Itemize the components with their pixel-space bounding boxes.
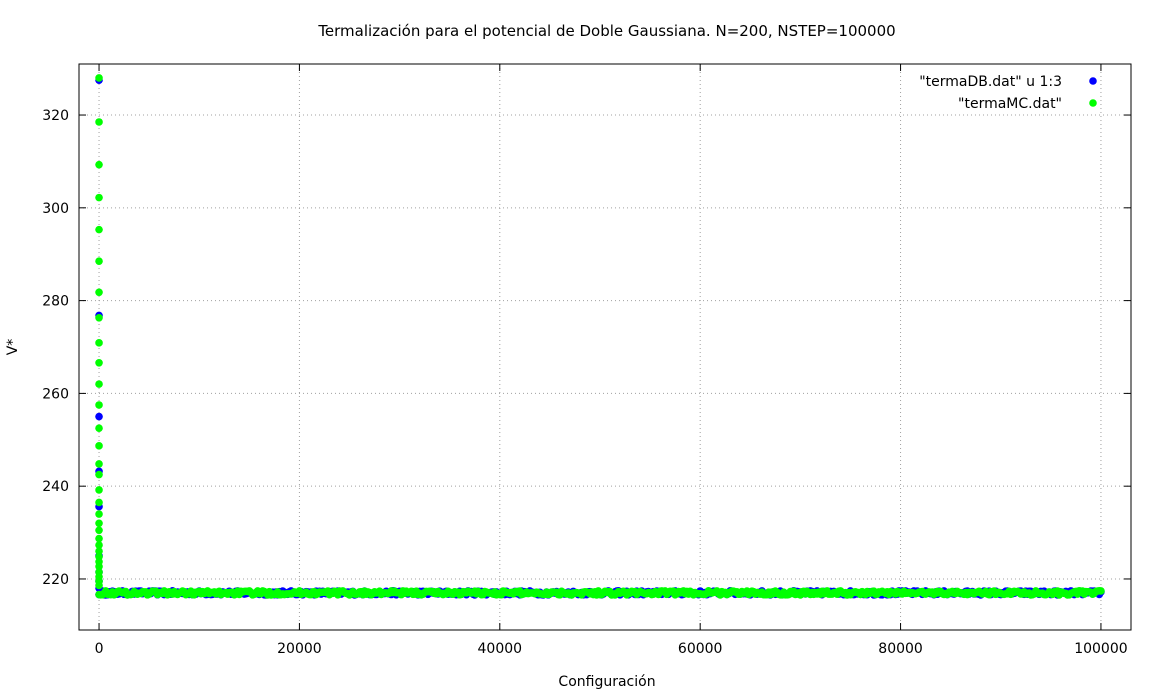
y-tick-label: 320 (42, 108, 69, 124)
termaMC-data-point (95, 424, 103, 432)
x-tick-label: 40000 (478, 641, 523, 657)
termaMC-data-point (95, 498, 103, 507)
termaMC-data-point (95, 288, 103, 297)
x-tick-label: 20000 (277, 641, 322, 657)
legend-label-termaDB: "termaDB.dat" u 1:3 (919, 74, 1062, 90)
termaMC-data-point (95, 470, 103, 479)
grid-lines (79, 64, 1131, 630)
x-tick-label: 60000 (678, 641, 723, 657)
termaMC-data-point (95, 541, 103, 549)
y-tick-label: 220 (42, 572, 69, 588)
termaMC-data-point (95, 339, 103, 347)
y-tick-label: 260 (42, 386, 69, 402)
legend-marker-termaMC (1089, 99, 1097, 107)
termaMC-data-point (95, 486, 103, 494)
termaMC-data-point (95, 547, 103, 555)
termaMC-data-point (95, 160, 103, 169)
termaMC-data-point (95, 510, 103, 518)
y-tick-label: 300 (42, 201, 69, 217)
x-tick-label: 100000 (1074, 641, 1127, 657)
termaMC-data-point (95, 257, 103, 265)
termaMC-data-point (95, 526, 103, 535)
y-tick-label: 280 (42, 294, 69, 310)
termaMC-plateau-point (1097, 587, 1105, 595)
termaMC-data-point (95, 519, 103, 528)
termaDB-data-point (95, 412, 103, 421)
termaMC-data-point (95, 225, 103, 234)
termaMC-data-point (95, 358, 103, 367)
y-tick-label: 240 (42, 479, 69, 495)
termaMC-data-point (95, 562, 103, 571)
legend: "termaDB.dat" u 1:3 "termaMC.dat" (919, 74, 1097, 112)
x-tick-label: 80000 (878, 641, 923, 657)
x-tick-label: 0 (95, 641, 104, 657)
axis-ticks: 0 20000 40000 60000 80000 100000 220 240 260 280 3… (42, 64, 1131, 657)
y-axis-label: V* (5, 339, 21, 356)
termaMC-data-point (95, 442, 103, 450)
termaMC-data-point (95, 534, 103, 543)
termaMC-data-point (95, 380, 103, 388)
termaMC-data-point (95, 401, 103, 409)
termaMC-data-point (95, 193, 103, 202)
plot-frame (78, 63, 1132, 631)
x-axis-label: Configuración (558, 674, 655, 690)
termaMC-data-point (95, 74, 103, 82)
legend-label-termaMC: "termaMC.dat" (958, 96, 1062, 112)
termaMC-data-point (95, 313, 103, 322)
termaMC-data-point (95, 460, 103, 468)
chart-title: Termalización para el potencial de Doble… (317, 22, 895, 40)
termaMC-data-point (95, 118, 103, 126)
legend-marker-termaDB (1089, 77, 1097, 85)
data-marks (95, 74, 1105, 599)
termaMC-data-point (95, 581, 103, 590)
